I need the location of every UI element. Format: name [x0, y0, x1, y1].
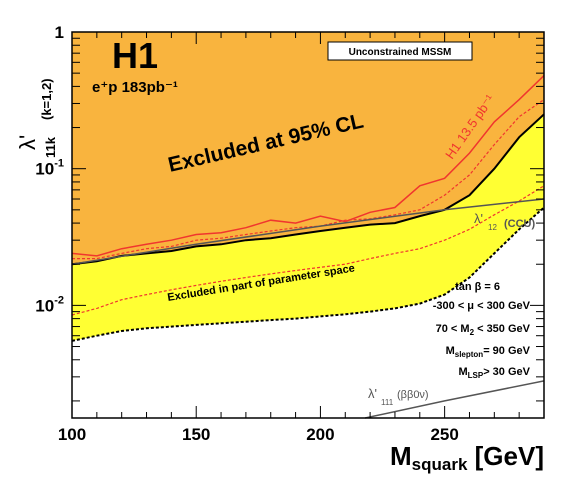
param-mlsp: MLSP> 30 GeV [458, 366, 530, 380]
ccu-label: (CCU) [504, 218, 535, 230]
x-tick-label-150: 150 [182, 425, 210, 444]
bb0v-lambda-sub: 111 [381, 398, 394, 407]
experiment-label: H1 [112, 35, 158, 76]
param-tanbeta: tan β = 6 [455, 281, 500, 293]
ccu-lambda: λ' [474, 211, 483, 226]
series-line-1 [72, 99, 545, 260]
y-axis-lambda: λ' [15, 135, 40, 150]
series-line-6 [364, 380, 545, 419]
x-tick-label-250: 250 [430, 425, 458, 444]
parameter-list: tan β = 6 -300 < μ < 300 GeV 70 < M2 < 3… [433, 281, 531, 380]
y-axis-title: λ' 11k (k=1,2) [15, 78, 58, 158]
ccu-lambda-sub: 12 [488, 223, 497, 232]
bb0v-label: (ββ0ν) [397, 389, 429, 401]
series-line-2 [71, 113, 545, 266]
limit-curves [71, 75, 545, 419]
model-box [327, 41, 473, 61]
axis-ticks: 100 150 200 250 1 10-1 10-2 [35, 23, 545, 444]
series-line-4 [71, 206, 545, 342]
y-tick-label-2: 10-2 [35, 294, 64, 315]
series-line-5 [71, 198, 545, 265]
excluded-part-region [72, 114, 544, 341]
excluded-95-region [72, 32, 544, 265]
plot-frame [71, 31, 545, 419]
series-line-0 [71, 75, 545, 257]
series-line-3 [71, 185, 545, 316]
y-axis-sub: 11k [43, 136, 58, 158]
model-label: Unconstrained MSSM [349, 47, 452, 58]
y-axis-sup: (k=1,2) [39, 78, 54, 120]
excluded-regions [72, 32, 544, 341]
param-mu: -300 < μ < 300 GeV [433, 300, 531, 312]
param-mslepton: Mslepton= 90 GeV [446, 345, 531, 359]
x-axis-title: Msquark [GeV] [390, 441, 544, 474]
y-tick-label-0: 1 [55, 23, 64, 42]
bb0v-lambda: λ' [368, 386, 377, 401]
x-tick-label-200: 200 [306, 425, 334, 444]
param-m2: 70 < M2 < 350 GeV [436, 323, 531, 337]
y-tick-label-1: 10-1 [35, 158, 64, 179]
luminosity-label: e⁺p 183pb⁻¹ [92, 79, 178, 96]
x-tick-label-100: 100 [58, 425, 86, 444]
